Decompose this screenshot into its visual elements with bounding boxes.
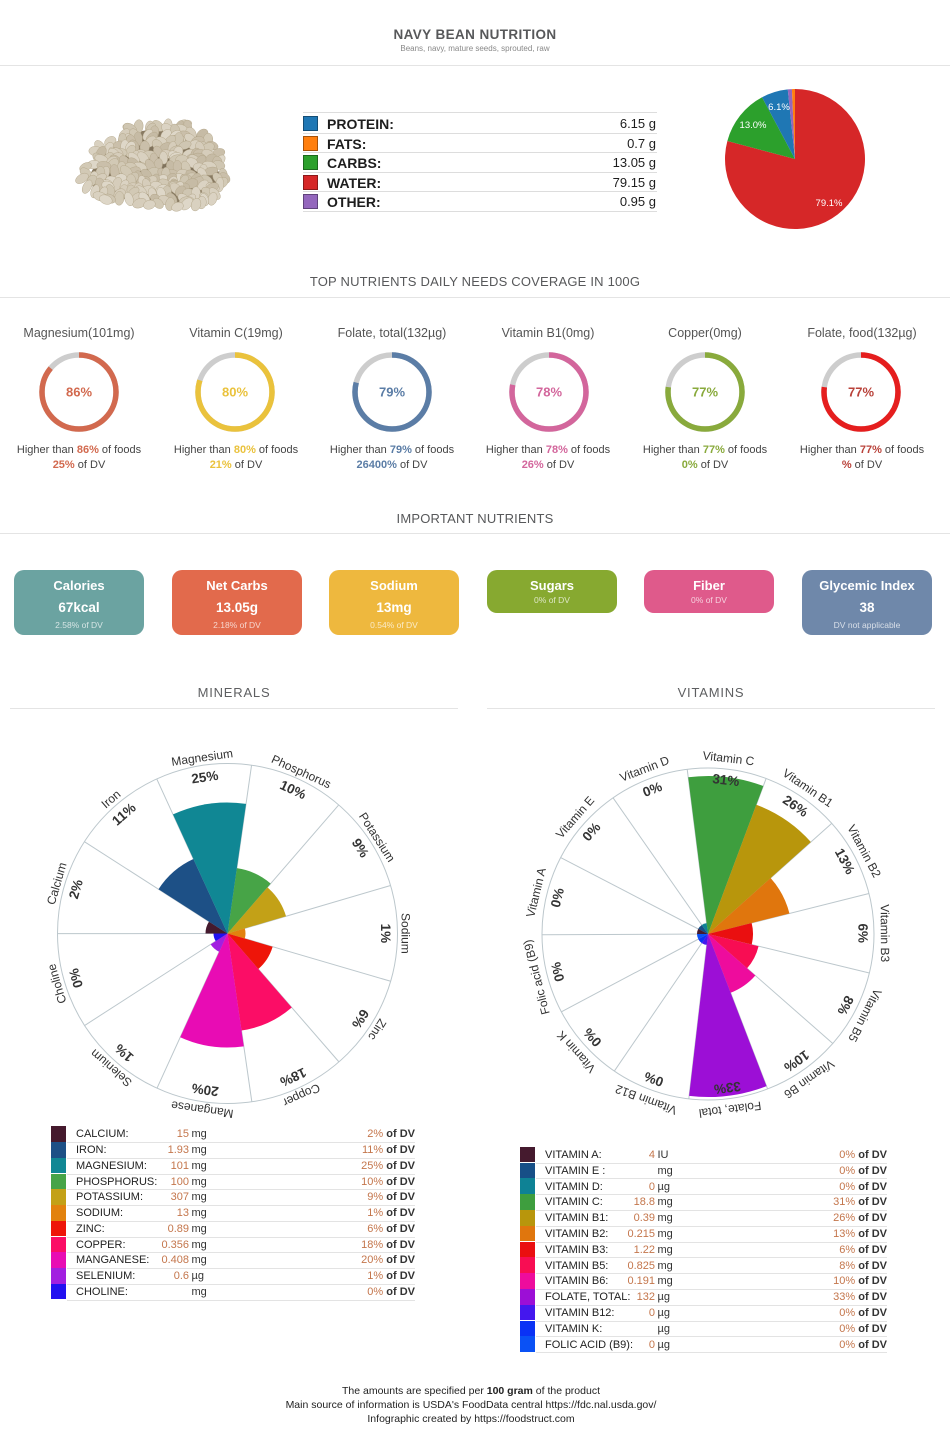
svg-text:Vitamin C: Vitamin C: [702, 748, 755, 768]
svg-text:77%: 77%: [848, 385, 874, 400]
svg-text:13.0%: 13.0%: [740, 120, 767, 131]
svg-text:26%: 26%: [780, 792, 811, 820]
svg-text:2%: 2%: [66, 878, 86, 901]
svg-text:Choline: Choline: [44, 962, 69, 1005]
svg-text:86%: 86%: [66, 385, 92, 400]
svg-text:0%: 0%: [641, 779, 665, 800]
svg-text:Vitamin D: Vitamin D: [618, 753, 672, 785]
svg-text:13%: 13%: [832, 846, 858, 877]
svg-text:6%: 6%: [349, 1007, 372, 1032]
svg-text:9%: 9%: [349, 836, 372, 861]
svg-text:79%: 79%: [379, 385, 405, 400]
svg-text:Vitamin B12: Vitamin B12: [613, 1082, 679, 1118]
svg-text:77%: 77%: [692, 385, 718, 400]
svg-text:25%: 25%: [190, 768, 219, 787]
svg-text:0%: 0%: [580, 1025, 604, 1050]
svg-text:Folate, total: Folate, total: [698, 1099, 762, 1121]
svg-text:Vitamin B5: Vitamin B5: [845, 986, 884, 1044]
svg-text:0%: 0%: [642, 1069, 666, 1090]
svg-text:20%: 20%: [191, 1080, 220, 1099]
svg-text:78%: 78%: [536, 385, 562, 400]
svg-text:79.1%: 79.1%: [816, 198, 843, 209]
svg-text:Calcium: Calcium: [44, 861, 70, 907]
svg-text:Vitamin A: Vitamin A: [523, 866, 548, 918]
svg-text:0%: 0%: [66, 967, 86, 990]
svg-text:33%: 33%: [713, 1079, 742, 1097]
svg-text:10%: 10%: [781, 1047, 812, 1075]
svg-text:80%: 80%: [222, 385, 248, 400]
svg-text:1%: 1%: [378, 924, 393, 944]
svg-text:0%: 0%: [579, 820, 603, 845]
svg-text:31%: 31%: [712, 771, 741, 789]
svg-text:0%: 0%: [548, 886, 567, 908]
svg-text:Vitamin B3: Vitamin B3: [878, 904, 892, 962]
svg-text:6%: 6%: [855, 923, 870, 943]
svg-text:6.1%: 6.1%: [768, 102, 790, 113]
svg-text:0%: 0%: [548, 961, 567, 984]
svg-text:Sodium: Sodium: [398, 913, 412, 954]
